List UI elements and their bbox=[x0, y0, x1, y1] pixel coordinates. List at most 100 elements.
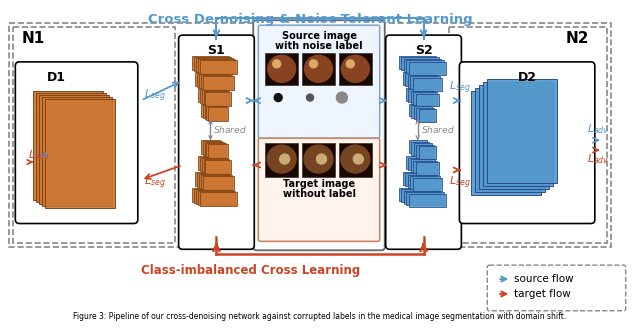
Bar bbox=[207, 143, 227, 157]
Text: $L_{seg}$: $L_{seg}$ bbox=[449, 79, 470, 96]
FancyBboxPatch shape bbox=[253, 20, 385, 250]
Bar bbox=[479, 85, 549, 189]
Bar bbox=[410, 176, 440, 189]
Text: $L_{seg}$: $L_{seg}$ bbox=[144, 175, 165, 191]
Bar bbox=[205, 106, 225, 119]
Text: S1: S1 bbox=[207, 44, 225, 57]
Text: $\it{Shared}$: $\it{Shared}$ bbox=[214, 124, 248, 135]
Bar bbox=[483, 82, 553, 186]
Bar bbox=[200, 104, 220, 118]
FancyBboxPatch shape bbox=[386, 35, 461, 249]
Text: N2: N2 bbox=[565, 31, 589, 46]
Text: Source image: Source image bbox=[282, 31, 356, 41]
Bar bbox=[39, 95, 109, 204]
Bar bbox=[401, 57, 439, 70]
Bar bbox=[302, 53, 335, 85]
Bar bbox=[204, 91, 229, 105]
Ellipse shape bbox=[341, 55, 369, 82]
Bar bbox=[198, 191, 236, 205]
Bar bbox=[405, 73, 435, 86]
Bar bbox=[202, 105, 223, 118]
Bar bbox=[202, 141, 223, 155]
Bar bbox=[413, 143, 431, 156]
Text: $\it{Shared}$: $\it{Shared}$ bbox=[420, 124, 454, 135]
Text: $L_{adv}$: $L_{adv}$ bbox=[588, 122, 610, 136]
Bar bbox=[13, 27, 175, 243]
Bar bbox=[411, 142, 429, 155]
Bar bbox=[339, 53, 372, 85]
Bar bbox=[415, 162, 440, 175]
Bar bbox=[413, 78, 442, 91]
Ellipse shape bbox=[268, 145, 296, 173]
Text: Class-imbalanced Cross Learning: Class-imbalanced Cross Learning bbox=[141, 264, 360, 277]
Text: S2: S2 bbox=[415, 44, 433, 57]
Ellipse shape bbox=[305, 55, 332, 82]
Bar bbox=[413, 178, 442, 191]
Text: D2: D2 bbox=[518, 71, 536, 84]
Text: N1: N1 bbox=[21, 31, 45, 46]
Bar bbox=[195, 172, 227, 186]
Bar bbox=[36, 93, 106, 202]
Bar bbox=[399, 56, 436, 69]
Bar bbox=[200, 157, 225, 171]
FancyBboxPatch shape bbox=[487, 265, 626, 311]
Circle shape bbox=[317, 154, 326, 164]
Bar bbox=[408, 158, 432, 170]
Bar bbox=[411, 159, 435, 172]
Bar bbox=[198, 59, 236, 73]
Text: $L_{seg}$: $L_{seg}$ bbox=[449, 175, 470, 191]
Circle shape bbox=[307, 94, 314, 101]
Bar bbox=[408, 75, 438, 88]
FancyBboxPatch shape bbox=[15, 62, 138, 223]
Bar bbox=[191, 188, 229, 202]
FancyBboxPatch shape bbox=[259, 25, 380, 138]
Bar bbox=[198, 156, 223, 170]
Bar bbox=[408, 175, 438, 188]
Bar bbox=[449, 27, 607, 243]
Circle shape bbox=[280, 154, 290, 164]
Bar bbox=[339, 143, 372, 177]
Bar bbox=[198, 174, 230, 188]
Bar bbox=[198, 74, 230, 88]
Ellipse shape bbox=[304, 145, 333, 173]
Bar bbox=[196, 73, 228, 87]
Bar bbox=[202, 176, 234, 190]
Bar bbox=[196, 190, 234, 204]
Text: Cross De-noising & Noise-Tolerant Learning: Cross De-noising & Noise-Tolerant Learni… bbox=[148, 13, 472, 26]
Bar bbox=[205, 142, 225, 156]
Bar bbox=[302, 143, 335, 177]
Bar bbox=[399, 188, 436, 201]
Bar bbox=[200, 192, 237, 206]
Bar bbox=[471, 91, 541, 195]
Bar bbox=[10, 23, 611, 247]
FancyBboxPatch shape bbox=[179, 35, 254, 249]
Text: source flow: source flow bbox=[514, 274, 574, 284]
Bar bbox=[406, 60, 444, 73]
Bar bbox=[411, 91, 435, 104]
Bar bbox=[202, 90, 227, 104]
Bar bbox=[200, 140, 220, 154]
Circle shape bbox=[337, 92, 348, 103]
Bar bbox=[419, 110, 436, 122]
Bar bbox=[196, 173, 228, 187]
Bar bbox=[205, 160, 232, 174]
Bar bbox=[196, 58, 234, 72]
Bar bbox=[408, 62, 447, 75]
Bar bbox=[411, 105, 429, 118]
Bar bbox=[198, 88, 223, 102]
Bar bbox=[200, 75, 232, 89]
Circle shape bbox=[310, 60, 317, 68]
Bar bbox=[200, 89, 225, 103]
Bar bbox=[413, 92, 437, 105]
Bar bbox=[202, 158, 227, 172]
Text: without label: without label bbox=[282, 189, 355, 199]
Circle shape bbox=[346, 60, 355, 68]
FancyBboxPatch shape bbox=[259, 138, 380, 241]
Bar bbox=[265, 53, 298, 85]
Bar bbox=[195, 72, 227, 86]
Bar bbox=[406, 192, 444, 205]
Text: Figure 3: Pipeline of our cross-denoising network against corrupted labels in th: Figure 3: Pipeline of our cross-denoisin… bbox=[74, 312, 566, 321]
Bar bbox=[413, 107, 431, 119]
Bar bbox=[191, 56, 229, 70]
Bar bbox=[408, 194, 447, 207]
